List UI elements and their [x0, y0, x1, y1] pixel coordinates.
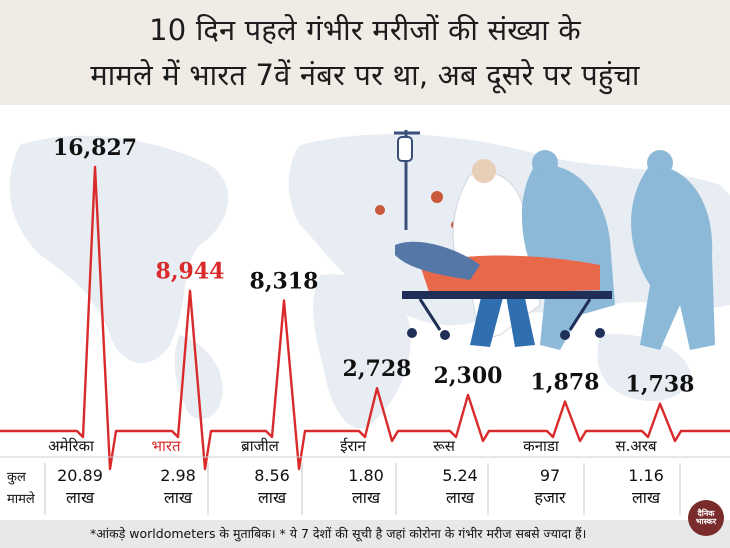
footnote: *आंकड़े worldometers के मुताबिक। * ये 7 … [0, 520, 730, 548]
peak-label: 8,944 [156, 259, 225, 285]
country-labels: अमेरिका भारत ब्राजील ईरान रूस कनाडा स.अरब [48, 437, 657, 455]
country-label: कनाडा [523, 437, 560, 455]
total-cases-value: 2.98 [160, 466, 196, 485]
country-label: ब्राजील [241, 437, 279, 455]
peak-label: 8,318 [250, 268, 319, 294]
patient-body [395, 241, 480, 280]
country-label: स.अरब [615, 437, 657, 455]
wheel-4 [595, 328, 605, 338]
stretcher-illustration [375, 130, 715, 350]
total-cases-unit: लाख [258, 488, 287, 507]
stretcher-leg-1 [418, 298, 442, 331]
title-line-1: 10 दिन पहले गंभीर मरीजों की संख्या के [149, 13, 581, 47]
total-cases-unit: लाख [632, 488, 661, 507]
row-header-line-2: मामले [7, 491, 35, 507]
total-cases-value: 5.24 [442, 466, 478, 485]
total-cases-value: 20.89 [57, 466, 103, 485]
peak-label: 1,738 [626, 372, 695, 398]
doctor-2-head [532, 150, 558, 176]
country-label: ईरान [340, 437, 366, 455]
total-cases-value: 1.80 [348, 466, 384, 485]
country-label: अमेरिका [48, 437, 95, 455]
total-cases-value: 8.56 [254, 466, 290, 485]
virus-icon-1 [375, 205, 385, 215]
heartbeat-line [0, 165, 730, 471]
total-cases-value: 97 [540, 466, 560, 485]
total-cases-unit: लाख [352, 488, 381, 507]
row-header-line-1: कुल [7, 470, 26, 485]
peak-value-labels: 16,827 8,944 8,318 2,728 2,300 1,878 1,738 [53, 135, 695, 398]
peak-label: 2,300 [434, 363, 503, 389]
logo-line-1: दैनिक [697, 509, 715, 518]
total-cases-unit: लाख [164, 488, 193, 507]
peak-label: 1,878 [531, 370, 600, 396]
wheel-1 [407, 328, 417, 338]
total-cases-value: 1.16 [628, 466, 664, 485]
total-cases-unit: हजार [534, 488, 566, 507]
dainik-bhaskar-logo: दैनिक भास्कर [688, 500, 724, 536]
title-banner: 10 दिन पहले गंभीर मरीजों की संख्या के मा… [0, 0, 730, 105]
map-landmass-south [174, 335, 223, 420]
country-label: रूस [433, 437, 456, 455]
total-cases-unit: लाख [446, 488, 475, 507]
logo-line-2: भास्कर [695, 517, 717, 527]
country-label: भारत [151, 437, 181, 455]
peak-label: 2,728 [343, 356, 412, 382]
map-landmass-americas [9, 135, 229, 364]
stretcher-leg-2 [568, 298, 592, 331]
doctor-3-head [647, 150, 673, 176]
doctor-2-body [521, 164, 615, 350]
iv-bag [397, 136, 413, 162]
map-landmass-africa [313, 274, 411, 429]
total-cases-row: 20.89 लाख 2.98 लाख 8.56 लाख 1.80 लाख 5.24 लाख 97 हज… [44, 463, 681, 515]
chart: 16,827 8,944 8,318 2,728 2,300 1,878 1,738 अमे… [0, 130, 730, 515]
doctor-1-head [472, 159, 496, 183]
wheel-2 [440, 330, 450, 340]
title-line-2: मामले में भारत 7वें नंबर पर था, अब दूसरे… [90, 58, 640, 92]
peak-label: 16,827 [53, 135, 137, 161]
total-cases-unit: लाख [66, 488, 95, 507]
map-landmass-australia [597, 334, 691, 401]
virus-icon-2 [431, 191, 443, 203]
world-map-background [9, 134, 730, 429]
doctor-3-body [631, 165, 715, 350]
stretcher-frame [402, 291, 612, 299]
wheel-3 [560, 330, 570, 340]
